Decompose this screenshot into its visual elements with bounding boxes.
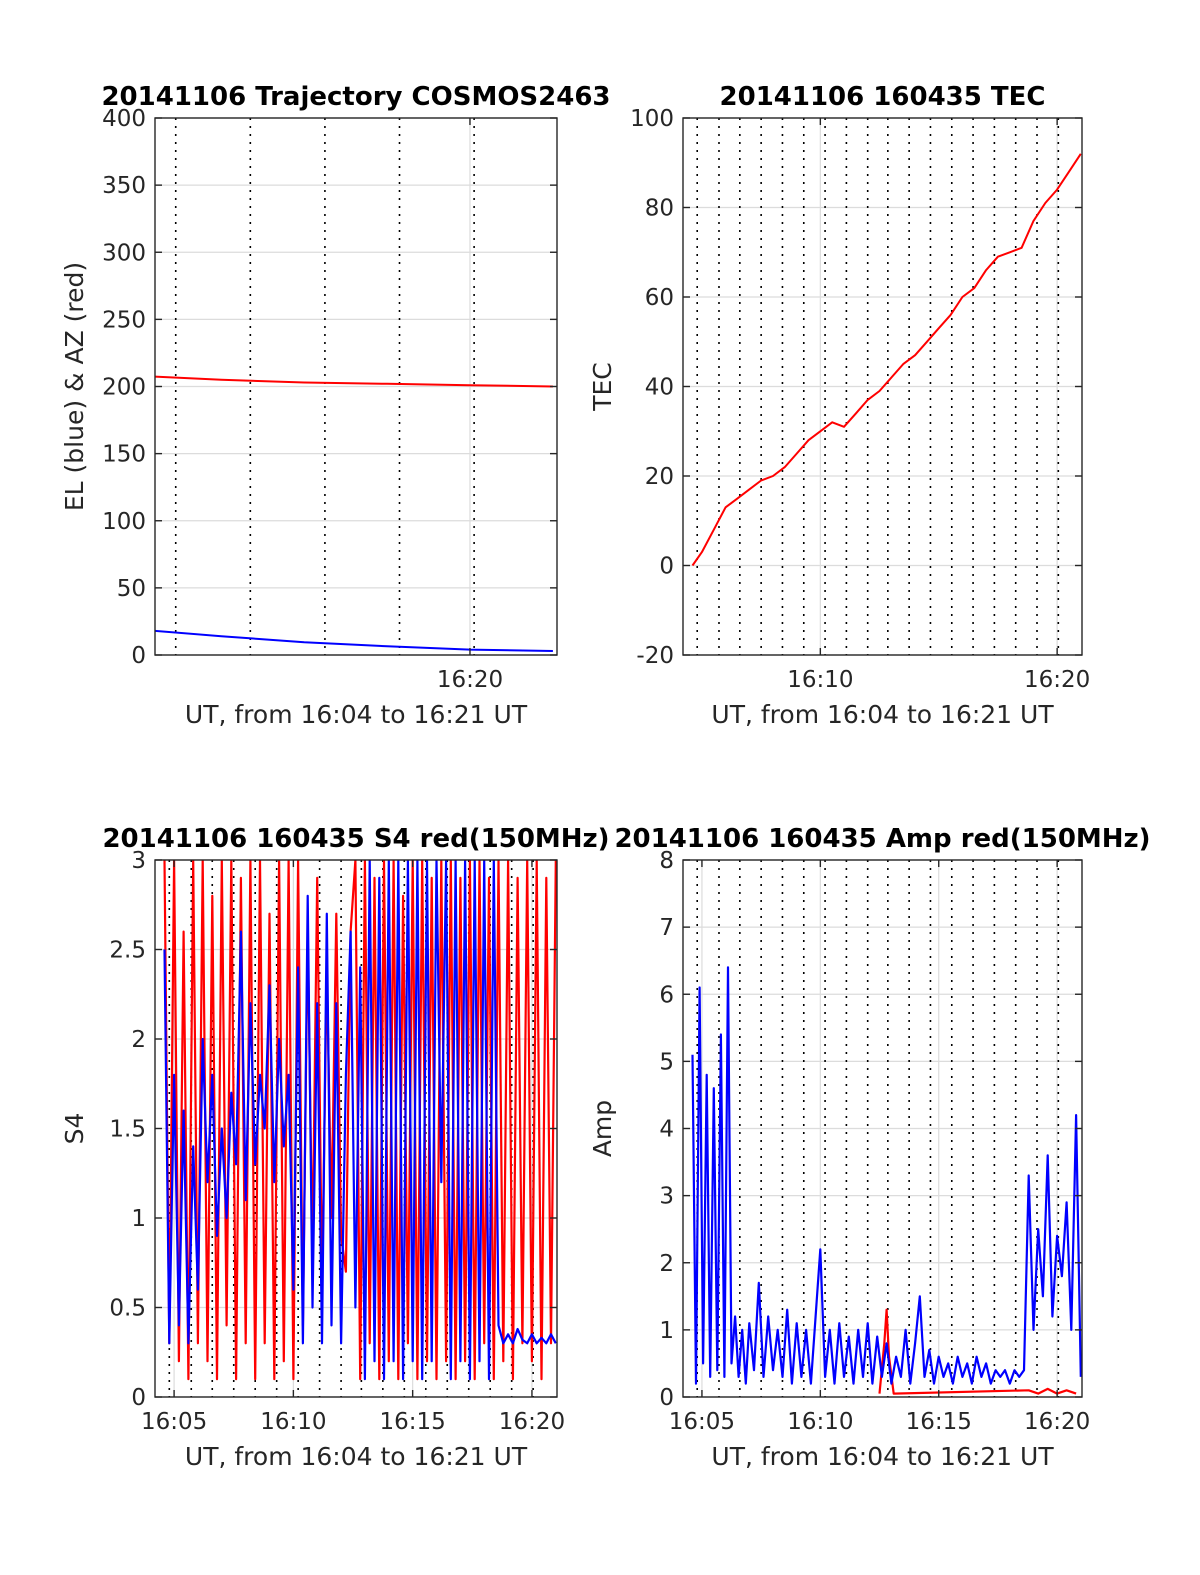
x-tick-label: 16:05 [141,1409,207,1435]
y-tick-label: 1.5 [109,1117,146,1143]
x-tick-label: 16:05 [669,1409,735,1435]
y-tick-label: 0 [659,554,674,580]
x-tick-label: 16:20 [437,667,503,693]
y-axis-label: TEC [588,362,617,412]
y-tick-label: 7 [659,915,674,941]
x-axis-label: UT, from 16:04 to 16:21 UT [185,1442,528,1471]
y-tick-label: 0 [131,1385,146,1411]
y-tick-label: -20 [636,643,674,669]
x-axis-label: UT, from 16:04 to 16:21 UT [185,700,528,729]
y-tick-label: 60 [645,285,674,311]
y-tick-label: 8 [659,848,674,874]
y-tick-label: 150 [102,442,146,468]
series-line-blue [163,860,557,1381]
y-tick-label: 300 [102,240,146,266]
y-tick-label: 2 [659,1251,674,1277]
series-line-red [878,1308,1077,1395]
y-tick-label: 350 [102,173,146,199]
x-tick-label: 16:15 [380,1409,446,1435]
y-tick-label: 5 [659,1049,674,1075]
chart-panel-3: 0 0.5 1 1.5 2 2.5 3 16:05 16:10 16:15 16:20 2014110… [60,824,610,1471]
series-line-blue [155,629,553,652]
y-tick-label: 4 [659,1117,674,1143]
x-axis-label: UT, from 16:04 to 16:21 UT [711,1442,1054,1471]
x-tick-label: 16:15 [906,1409,972,1435]
chart-title: 20141106 160435 TEC [720,82,1046,112]
chart-title: 20141106 160435 S4 red(150MHz) [102,824,609,854]
x-tick-label: 16:10 [787,1409,853,1435]
series-line-red [155,375,553,388]
y-tick-label: 0 [131,643,146,669]
y-tick-label: 0.5 [109,1296,146,1322]
series-line-red [691,153,1082,567]
x-axis-label: UT, from 16:04 to 16:21 UT [711,700,1054,729]
y-tick-label: 3 [131,848,146,874]
y-tick-label: 100 [630,106,674,132]
series-line-blue [691,966,1082,1385]
y-tick-label: 50 [117,576,146,602]
chart-title: 20141106 160435 Amp red(150MHz) [614,824,1150,854]
y-tick-label: 100 [102,509,146,535]
x-tick-label: 16:20 [1024,667,1090,693]
y-tick-label: 1 [131,1206,146,1232]
series-line-red [163,860,557,1381]
y-axis-label: S4 [60,1113,89,1145]
x-tick-label: 16:20 [499,1409,565,1435]
y-tick-label: 1 [659,1318,674,1344]
chart-panel-4: 0 1 2 3 4 5 6 7 8 16:05 16:10 16:15 16:20 20141106 16… [588,824,1151,1471]
y-tick-label: 6 [659,982,674,1008]
y-tick-label: 2 [131,1027,146,1053]
x-tick-label: 16:10 [787,667,853,693]
y-tick-label: 200 [102,375,146,401]
x-tick-label: 16:10 [260,1409,326,1435]
chart-panel-2: -20 0 20 40 60 80 100 16:10 16:20 20141106 160435… [588,82,1090,729]
y-axis-label: EL (blue) & AZ (red) [60,262,89,511]
y-tick-label: 250 [102,307,146,333]
chart-panel-1: 05010015020025030035040016:1016:20201411… [60,82,611,729]
y-tick-label: 400 [102,106,146,132]
y-tick-label: 3 [659,1184,674,1210]
y-tick-label: 0 [659,1385,674,1411]
y-tick-label: 80 [645,196,674,222]
x-tick-label: 16:20 [1024,1409,1090,1435]
y-tick-label: 40 [645,375,674,401]
y-axis-label: Amp [588,1100,617,1157]
y-tick-label: 20 [645,464,674,490]
chart-title: 20141106 Trajectory COSMOS2463 [101,82,610,112]
y-tick-label: 2.5 [109,938,146,964]
